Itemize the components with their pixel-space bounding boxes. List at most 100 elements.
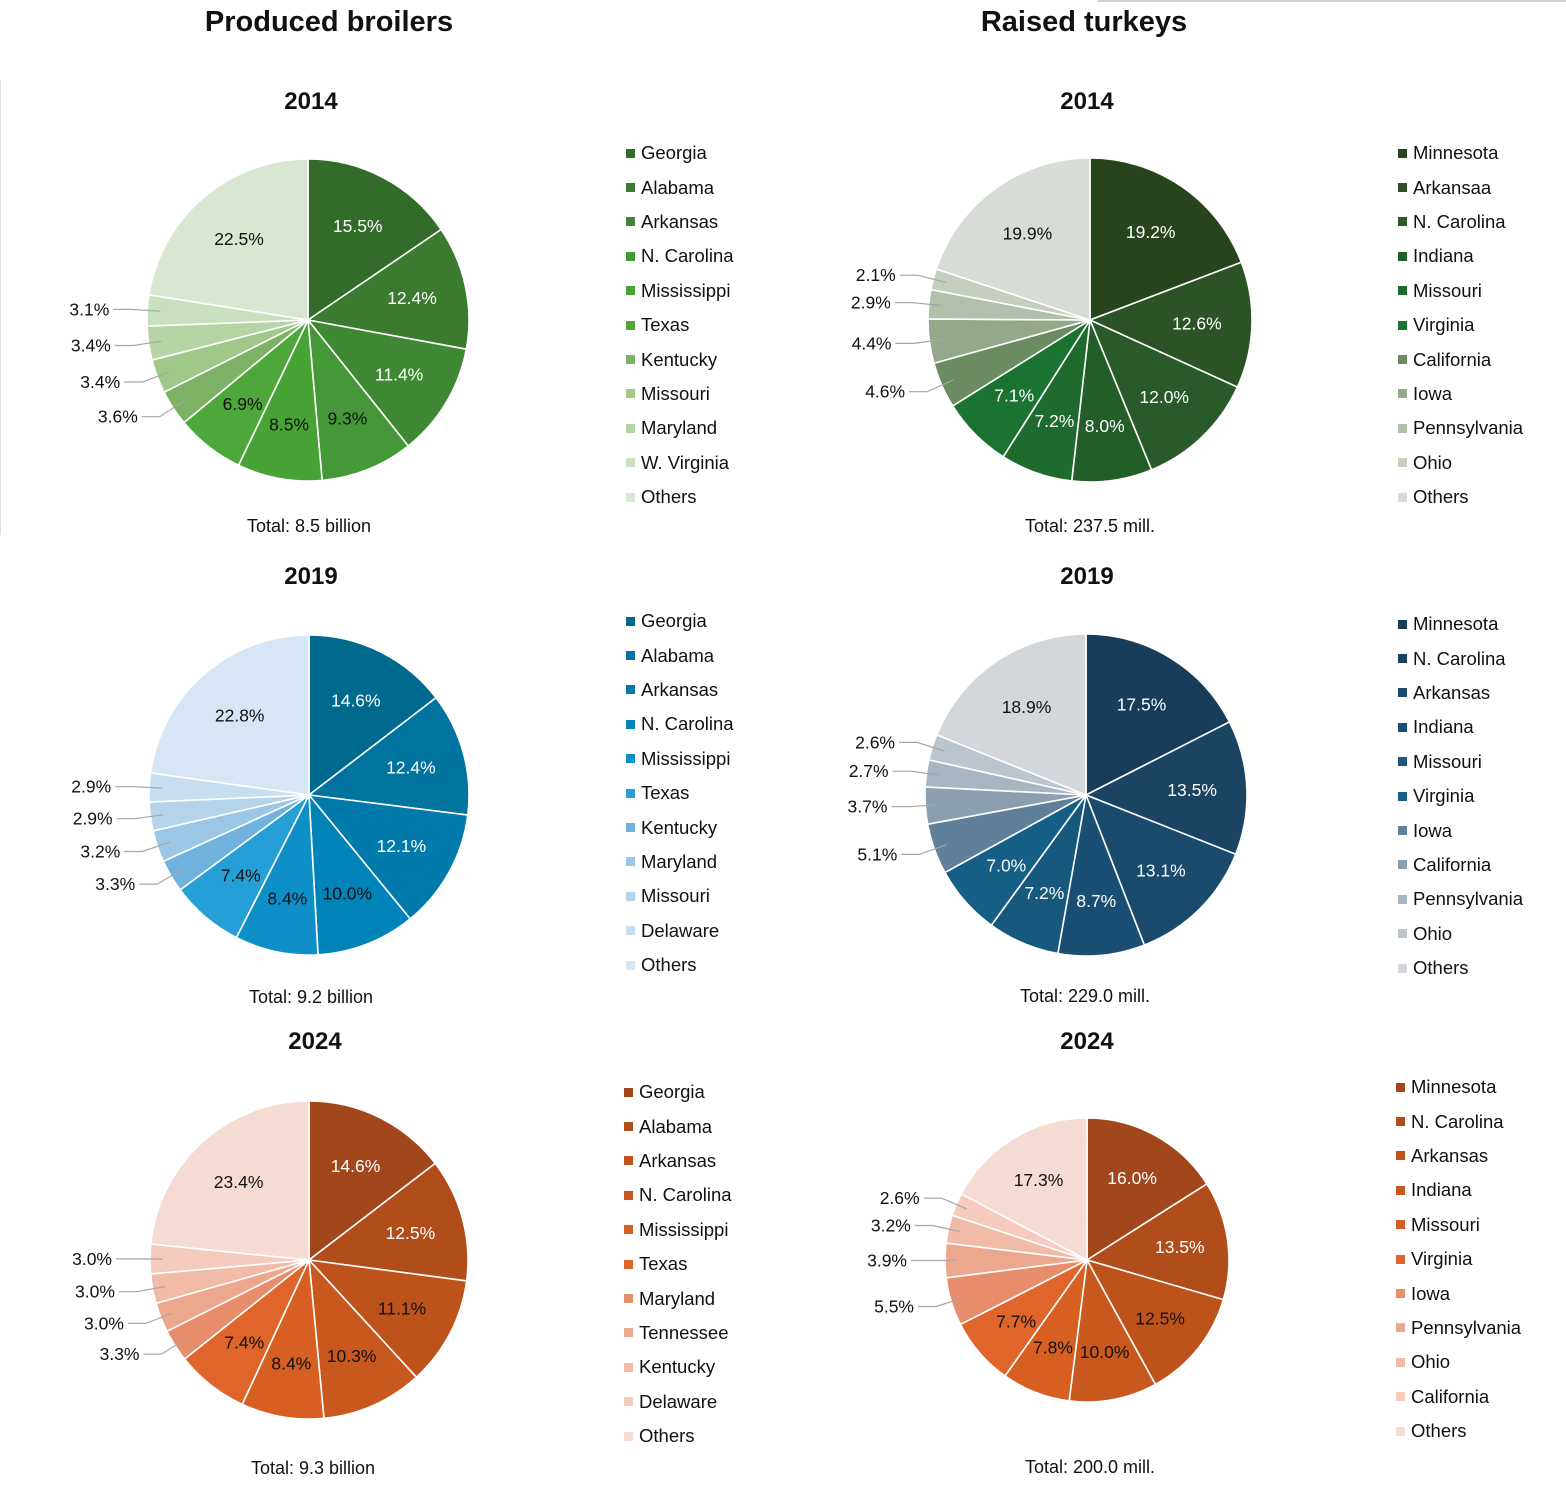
turkeys-2024-chart: 2024 16.0%13.5%12.5%10.0%7.8%7.7%5.5%3.9… xyxy=(776,1020,1556,1500)
slice-label-ohio: 2.1% xyxy=(856,265,896,285)
legend-label: Minnesota xyxy=(1413,142,1498,164)
legend-item-arkansaa: Arkansaa xyxy=(1398,170,1523,204)
legend-label: Arkansas xyxy=(641,679,718,701)
legend-swatch xyxy=(1398,149,1407,158)
legend-item-california: California xyxy=(1398,848,1523,882)
legend-swatch xyxy=(624,1156,633,1165)
chart-total: Total: 9.2 billion xyxy=(181,987,441,1008)
legend-item-virginia: Virginia xyxy=(1398,779,1523,813)
legend-item-california: California xyxy=(1396,1380,1521,1414)
legend-label: Indiana xyxy=(1413,245,1474,267)
legend-swatch xyxy=(1396,1289,1405,1298)
legend-label: Georgia xyxy=(639,1081,705,1103)
legend-swatch xyxy=(626,149,635,158)
broilers-2019-chart: 2019 14.6%12.4%12.1%10.0%8.4%7.4%3.3%3.2… xyxy=(0,555,780,1035)
top-divider xyxy=(1098,0,1566,2)
legend-item-others: Others xyxy=(1398,480,1523,514)
legend-label: California xyxy=(1413,854,1491,876)
slice-label-texas: 6.9% xyxy=(223,394,263,414)
legend-label: Texas xyxy=(641,314,689,336)
legend-label: Tennessee xyxy=(639,1322,728,1344)
slice-label-kentucky: 3.6% xyxy=(98,407,138,427)
legend-swatch xyxy=(624,1432,633,1441)
slice-label-california: 2.6% xyxy=(880,1188,920,1208)
legend-label: Others xyxy=(641,954,697,976)
legend-swatch xyxy=(1398,860,1407,869)
legend-swatch xyxy=(624,1397,633,1406)
legend-label: Missouri xyxy=(641,885,710,907)
legend-label: Maryland xyxy=(639,1288,715,1310)
slice-label-texas: 7.4% xyxy=(224,1333,264,1353)
legend-item-iowa: Iowa xyxy=(1398,377,1523,411)
legend-label: Others xyxy=(639,1425,695,1447)
legend-swatch xyxy=(1398,964,1407,973)
legend-swatch xyxy=(626,617,635,626)
legend-swatch xyxy=(626,493,635,502)
legend-swatch xyxy=(1398,493,1407,502)
slice-label-missouri: 3.4% xyxy=(80,372,120,392)
legend-label: Kentucky xyxy=(641,817,717,839)
slice-label-alabama: 12.5% xyxy=(386,1223,436,1243)
legend-item-arkansas: Arkansas xyxy=(626,673,734,707)
slice-label-arkansas: 12.5% xyxy=(1135,1309,1185,1329)
slice-label-california: 4.6% xyxy=(865,382,905,402)
slice-label-delaware: 3.0% xyxy=(72,1249,112,1269)
legend-item-minnesota: Minnesota xyxy=(1396,1070,1521,1104)
chart-total: Total: 200.0 mill. xyxy=(960,1457,1220,1478)
legend-label: Arkansaa xyxy=(1413,177,1491,199)
slice-label-others: 22.5% xyxy=(214,229,264,249)
slice-label-n-carolina: 13.5% xyxy=(1155,1237,1205,1257)
legend-label: N. Carolina xyxy=(1413,648,1506,670)
legend-label: Kentucky xyxy=(639,1356,715,1378)
legend-swatch xyxy=(1396,1255,1405,1264)
legend-item-missouri: Missouri xyxy=(1398,274,1523,308)
legend-item-kentucky: Kentucky xyxy=(624,1350,732,1384)
legend-label: Indiana xyxy=(1413,716,1474,738)
chart-total: Total: 237.5 mill. xyxy=(960,516,1220,537)
slice-label-maryland: 3.4% xyxy=(71,336,111,356)
legend-item-indiana: Indiana xyxy=(1398,710,1523,744)
slice-label-n-carolina: 9.3% xyxy=(327,409,367,429)
legend-label: Minnesota xyxy=(1413,613,1498,635)
legend-swatch xyxy=(1398,286,1407,295)
legend-swatch xyxy=(626,961,635,970)
legend-swatch xyxy=(626,424,635,433)
legend-item-iowa: Iowa xyxy=(1396,1276,1521,1310)
slice-label-indiana: 8.7% xyxy=(1076,891,1116,911)
legend-swatch xyxy=(1396,1392,1405,1401)
slice-label-w-virginia: 3.1% xyxy=(69,299,109,319)
legend-item-iowa: Iowa xyxy=(1398,813,1523,847)
slice-label-missouri: 7.2% xyxy=(1024,883,1064,903)
legend-item-pennsylvania: Pennsylvania xyxy=(1398,411,1523,445)
legend-item-alabama: Alabama xyxy=(626,638,734,672)
legend-swatch xyxy=(1398,355,1407,364)
legend-item-alabama: Alabama xyxy=(624,1109,732,1143)
slice-label-iowa: 5.1% xyxy=(857,844,897,864)
legend-swatch xyxy=(1398,723,1407,732)
legend-label: Missouri xyxy=(1411,1214,1480,1236)
slice-label-missouri: 7.8% xyxy=(1033,1337,1073,1357)
legend-swatch xyxy=(626,685,635,694)
legend-swatch xyxy=(1398,929,1407,938)
slice-label-mississippi: 8.4% xyxy=(267,888,307,908)
legend-label: Arkansas xyxy=(1413,682,1490,704)
slice-label-others: 17.3% xyxy=(1014,1170,1064,1190)
legend-swatch xyxy=(1398,792,1407,801)
legend-label: Mississippi xyxy=(641,280,730,302)
legend-label: Pennsylvania xyxy=(1413,417,1523,439)
legend-label: Mississippi xyxy=(641,748,730,770)
slice-label-delaware: 2.9% xyxy=(71,777,111,797)
legend-label: California xyxy=(1413,349,1491,371)
legend-item-n-carolina: N. Carolina xyxy=(626,707,734,741)
legend-item-virginia: Virginia xyxy=(1398,308,1523,342)
legend-item-delaware: Delaware xyxy=(624,1385,732,1419)
slice-label-n-carolina: 12.0% xyxy=(1139,387,1189,407)
legend-item-indiana: Indiana xyxy=(1396,1173,1521,1207)
legend-item-alabama: Alabama xyxy=(626,170,734,204)
legend-item-maryland: Maryland xyxy=(624,1281,732,1315)
legend-item-pennsylvania: Pennsylvania xyxy=(1396,1311,1521,1345)
legend-item-others: Others xyxy=(1396,1414,1521,1448)
slice-label-mississippi: 8.4% xyxy=(271,1353,311,1373)
